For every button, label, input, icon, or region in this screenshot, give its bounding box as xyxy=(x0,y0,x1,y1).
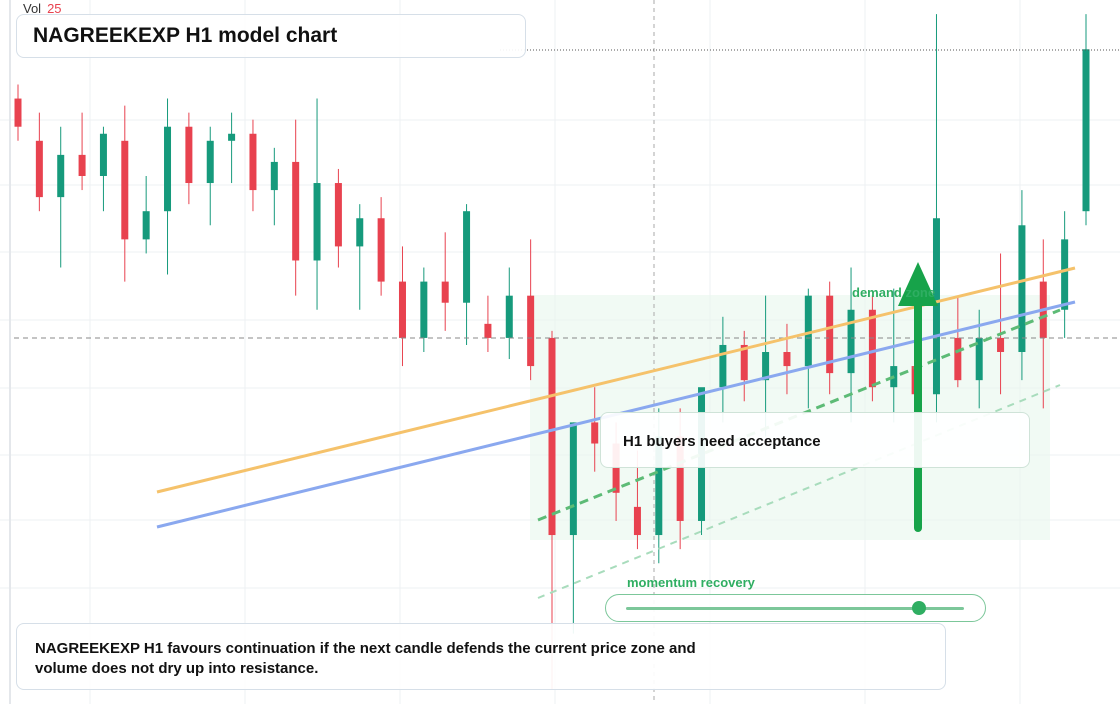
candle-body xyxy=(99,133,107,176)
candle-body xyxy=(783,352,791,367)
candle-body xyxy=(398,281,406,338)
candle-body xyxy=(57,154,65,198)
candle-body xyxy=(804,295,812,367)
candle-body xyxy=(420,281,428,338)
candle-body xyxy=(484,323,492,338)
candle-body xyxy=(847,309,855,374)
note: NAGREEKEXP H1 favours continuation if th… xyxy=(16,623,946,690)
candle-body xyxy=(591,422,599,444)
candle-body xyxy=(228,133,236,141)
candle-body xyxy=(206,140,214,184)
candle-body xyxy=(185,126,193,184)
candle-body xyxy=(954,337,962,381)
momentum-label: momentum recovery xyxy=(627,575,755,590)
vol-text: Vol xyxy=(23,1,42,16)
candle-body xyxy=(14,98,22,127)
candle-body xyxy=(505,295,513,338)
candle-body xyxy=(270,161,278,191)
vol-value: 25 xyxy=(47,1,62,16)
candle-body xyxy=(164,126,172,212)
candle-body xyxy=(78,154,86,176)
candle-body xyxy=(527,295,535,367)
zone-label: demand zone xyxy=(852,285,936,300)
candle-body xyxy=(740,344,748,381)
candle-body xyxy=(121,140,129,240)
note-text: NAGREEKEXP H1 favours continuation if th… xyxy=(35,640,696,677)
candle-body xyxy=(292,161,300,261)
candle-body xyxy=(1082,49,1090,212)
candle-body xyxy=(997,337,1005,352)
candle-body xyxy=(932,218,940,395)
candle-body xyxy=(548,337,556,536)
candle-body xyxy=(142,211,150,240)
candle-body xyxy=(569,422,577,536)
candle-body xyxy=(1061,239,1069,310)
candle-body xyxy=(975,337,983,381)
momentum-slider[interactable] xyxy=(605,594,986,622)
candle-body xyxy=(655,436,663,536)
candle-body xyxy=(676,436,684,521)
trendline-green xyxy=(537,308,1061,522)
callout: H1 buyers need acceptance xyxy=(600,412,1030,468)
candle-body xyxy=(356,218,364,247)
candle-body xyxy=(762,352,770,381)
slider-thumb[interactable] xyxy=(912,601,926,615)
candle-body xyxy=(377,218,385,282)
chart-title: NAGREEKEXP H1 model chart xyxy=(16,14,526,58)
candle-body xyxy=(249,133,257,191)
candle-body xyxy=(334,183,342,247)
slider-track xyxy=(626,607,964,610)
candle-body xyxy=(826,295,834,374)
candle-body xyxy=(1018,225,1026,352)
candle-body xyxy=(35,140,43,198)
candle-body xyxy=(719,344,727,388)
candle-body xyxy=(313,183,321,261)
candle-body xyxy=(441,281,449,303)
candle-body xyxy=(463,211,471,303)
arrow-head xyxy=(898,262,938,306)
candle-body xyxy=(868,309,876,388)
vol-label: Vol 25 xyxy=(23,1,62,16)
candle-body xyxy=(612,443,620,493)
candle-body xyxy=(633,506,641,536)
